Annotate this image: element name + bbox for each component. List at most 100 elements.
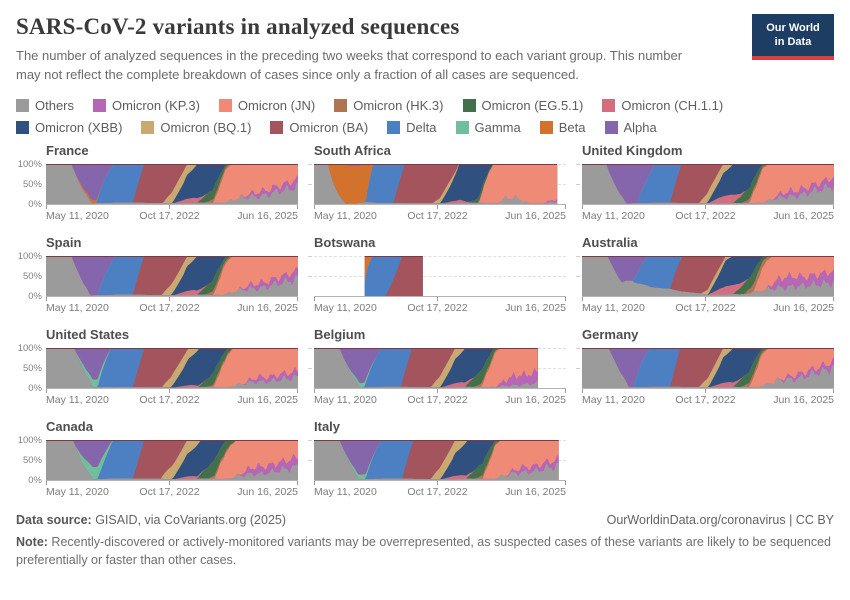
page-title: SARS-CoV-2 variants in analyzed sequence… [16, 14, 460, 39]
legend-item-gamma[interactable]: Gamma [455, 119, 521, 135]
chart-cell-australia: Australia May 11, 2020 Oct 17, 2022 Jun 16,… [576, 235, 834, 316]
x-tick-mark [437, 296, 439, 301]
x-axis-labels: May 11, 2020 Oct 17, 2022 Jun 16, 2025 [46, 302, 298, 316]
chart-cell-botswana: Botswana May 11, 2020 Oct 17, 2022 Jun 16, … [308, 234, 566, 316]
y-tick-mark [576, 183, 580, 185]
x-tick-label: Oct 17, 2022 [139, 393, 200, 406]
x-tick-label: Jun 16, 2025 [773, 393, 834, 406]
area-others [46, 255, 298, 296]
legend-item-beta[interactable]: Beta [539, 119, 586, 135]
area-others [582, 255, 834, 296]
legend-item-delta[interactable]: Delta [387, 119, 437, 135]
x-tick-mark [437, 204, 439, 209]
chart-cell-canada: Canada May 11, 2020 Oct 17, 2022 Jun 16, 20… [46, 419, 298, 500]
y-axis-labels: 100% 50% 0% [16, 235, 46, 316]
x-tick-label: May 11, 2020 [314, 301, 377, 314]
owid-logo[interactable]: Our World in Data [752, 14, 834, 60]
y-tick-mark [576, 163, 580, 165]
stacked-area-chart[interactable] [582, 255, 834, 296]
gridline-50pct [314, 275, 566, 277]
chart-plot [308, 439, 566, 485]
legend-swatch-kp3 [93, 98, 107, 112]
chart-cell-spain: Spain May 11, 2020 Oct 17, 2022 Jun 16, 202… [46, 235, 298, 316]
chart-plot [308, 347, 566, 393]
stacked-area-chart[interactable] [314, 439, 566, 480]
legend-item-ba[interactable]: Omicron (BA) [270, 120, 368, 135]
x-tick-mark [833, 296, 834, 301]
x-tick-label: Jun 16, 2025 [505, 301, 566, 314]
stacked-area-chart[interactable] [314, 163, 566, 204]
x-tick-label: Oct 17, 2022 [675, 301, 736, 314]
x-tick-mark [169, 204, 171, 209]
y-tick-mark [308, 255, 312, 257]
y-tick-mark [308, 183, 312, 185]
chart-title: Botswana [314, 234, 376, 250]
y-tick-label: 50% [22, 454, 42, 466]
legend-label: Beta [558, 119, 586, 135]
chart-title: France [46, 142, 89, 158]
legend-label: Delta [406, 119, 437, 135]
legend-item-alpha[interactable]: Alpha [604, 119, 657, 135]
legend-item-hk3[interactable]: Omicron (HK.3) [334, 97, 444, 113]
legend-item-jn[interactable]: Omicron (JN) [218, 98, 315, 113]
stacked-area-chart[interactable] [46, 347, 298, 388]
legend-swatch-bq1 [141, 120, 155, 134]
x-tick-mark [437, 480, 439, 485]
legend-swatch-jn [218, 98, 232, 112]
x-tick-label: Jun 16, 2025 [237, 209, 298, 222]
area-others [314, 439, 559, 480]
chart-plot [308, 255, 566, 301]
legend-label: Gamma [474, 119, 521, 135]
x-tick-mark [705, 204, 707, 209]
x-tick-mark [565, 388, 566, 393]
chart-title: Spain [46, 234, 82, 250]
x-tick-mark [565, 296, 566, 301]
x-tick-mark [314, 296, 315, 301]
legend: Others Omicron (KP.3) Omicron (JN) Omicron … [16, 98, 834, 135]
legend-item-bq1[interactable]: Omicron (BQ.1) [141, 120, 251, 135]
y-tick-mark [308, 367, 312, 369]
chart-title: Canada [46, 418, 93, 434]
area-ba [364, 255, 423, 296]
y-tick-mark [576, 347, 580, 349]
stacked-area-chart[interactable] [582, 347, 834, 388]
legend-swatch-beta [539, 120, 553, 134]
x-tick-mark [582, 204, 583, 209]
x-axis-labels: May 11, 2020 Oct 17, 2022 Jun 16, 2025 [314, 210, 566, 224]
chart-title: United Kingdom [582, 142, 683, 158]
legend-swatch-delta [387, 120, 401, 134]
legend-swatch-hk3 [334, 98, 348, 112]
stacked-area-chart[interactable] [314, 255, 566, 296]
charts-grid: 100% 50% 0% 100% 50% 0% 100% 50% 0% 100% 50% 0% Fran… [16, 143, 834, 500]
x-tick-mark [169, 480, 171, 485]
stacked-area-chart[interactable] [46, 255, 298, 296]
area-others [314, 163, 558, 204]
stacked-area-chart[interactable] [582, 163, 834, 204]
legend-label: Omicron (CH.1.1) [621, 97, 724, 113]
stacked-area-chart[interactable] [46, 439, 298, 480]
stacked-area-chart[interactable] [46, 163, 298, 204]
chart-cell-italy: Italy May 11, 2020 Oct 17, 2022 Jun 16, 202… [308, 419, 566, 500]
owid-logo-line2: in Data [774, 36, 812, 49]
legend-item-xbb[interactable]: Omicron (XBB) [16, 120, 122, 135]
legend-item-eg51[interactable]: Omicron (EG.5.1) [462, 98, 583, 113]
y-tick-mark [308, 439, 312, 441]
x-tick-mark [705, 296, 707, 301]
legend-item-others[interactable]: Others [16, 98, 74, 113]
x-axis-labels: May 11, 2020 Oct 17, 2022 Jun 16, 2025 [46, 486, 298, 500]
legend-label: Omicron (HK.3) [353, 97, 444, 113]
x-tick-mark [314, 480, 315, 485]
legend-item-kp3[interactable]: Omicron (KP.3) [93, 98, 200, 113]
y-tick-label: 50% [22, 362, 42, 374]
y-tick-label: 100% [17, 434, 42, 446]
y-tick-label: 100% [17, 158, 42, 170]
legend-label: Alpha [623, 119, 657, 135]
x-tick-label: Oct 17, 2022 [407, 301, 468, 314]
x-tick-mark [46, 296, 47, 301]
area-jn [314, 439, 559, 480]
chart-plot [308, 163, 566, 209]
legend-item-ch11[interactable]: Omicron (CH.1.1) [602, 98, 723, 113]
attribution-link[interactable]: OurWorldinData.org/coronavirus | CC BY [606, 512, 834, 527]
x-tick-mark [314, 388, 315, 393]
stacked-area-chart[interactable] [314, 347, 566, 388]
